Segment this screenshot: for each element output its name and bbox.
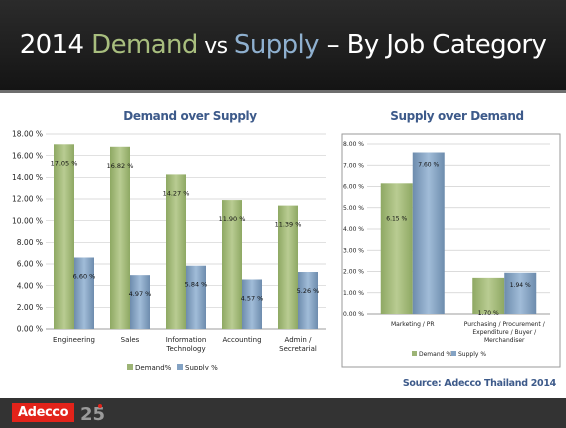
- y-tick-label: 4.00 %: [343, 226, 364, 233]
- data-label: 17.05 %: [51, 159, 78, 167]
- x-tick-label: Accounting: [222, 336, 261, 344]
- demand-bar: [472, 277, 505, 314]
- x-tick-label: Purchasing / Procurement /: [464, 321, 546, 328]
- demand-bar: [110, 146, 130, 329]
- legend-swatch: [451, 351, 456, 356]
- demand-bar: [278, 205, 298, 329]
- supply-bar: [242, 279, 262, 329]
- demand-bar: [380, 183, 413, 314]
- legend-label: Supply %: [458, 351, 486, 358]
- header-bar: 2014 Demand vs Supply – By Job Category: [0, 0, 566, 90]
- data-label: 1.70 %: [478, 310, 499, 317]
- y-tick-label: 6.00 %: [343, 184, 364, 191]
- title-prefix: 2014: [19, 30, 92, 60]
- y-tick-label: 8.00 %: [17, 238, 43, 247]
- legend-swatch: [127, 364, 133, 370]
- title-vs: vs: [197, 34, 234, 59]
- x-tick-label: Expenditure / Buyer /: [472, 329, 537, 336]
- data-label: 6.60 %: [73, 273, 96, 281]
- x-tick-label: Secretarial: [279, 345, 317, 353]
- chart-title: Demand over Supply: [123, 109, 257, 123]
- supply-bar: [186, 265, 206, 329]
- supply-bar: [504, 272, 537, 314]
- source-note: Source: Adecco Thailand 2014: [402, 378, 556, 389]
- y-tick-label: 5.00 %: [343, 205, 364, 212]
- chart-title: Supply over Demand: [390, 109, 523, 123]
- legend-label: Demand %: [419, 351, 452, 358]
- title-suffix: – By Job Category: [318, 30, 547, 60]
- title-demand: Demand: [91, 30, 198, 60]
- demand-bar: [222, 200, 242, 329]
- y-tick-label: 14.00 %: [12, 173, 43, 182]
- data-label: 14.27 %: [163, 189, 190, 197]
- data-label: 1.94 %: [510, 282, 531, 289]
- y-tick-label: 0.00 %: [343, 311, 364, 318]
- y-tick-label: 0.00 %: [17, 325, 43, 334]
- x-tick-label: Sales: [121, 336, 140, 344]
- demand-over-supply-chart: Demand over Supply 0.00 % 2.00 % 4.00 % 6.00…: [12, 109, 326, 370]
- y-tick-label: 18.00 %: [12, 130, 43, 139]
- data-label: 6.15 %: [386, 215, 407, 222]
- supply-bar: [298, 272, 318, 329]
- supply-over-demand-chart: Supply over Demand 0.00 % 1.00 % 2.00 % 3.00…: [341, 109, 561, 368]
- data-label: 11.90 %: [219, 215, 246, 223]
- y-tick-label: 12.00 %: [12, 195, 43, 204]
- y-tick-label: 10.00 %: [12, 216, 43, 225]
- y-tick-label: 7.00 %: [343, 162, 364, 169]
- legend-label: Demand%: [135, 364, 172, 370]
- data-label: 5.26 %: [297, 287, 320, 295]
- legend-swatch: [412, 351, 417, 356]
- slide-title: 2014 Demand vs Supply – By Job Category: [0, 30, 566, 60]
- anniversary-badge-icon: 25: [80, 404, 104, 425]
- anniversary-number: 25: [80, 404, 104, 425]
- y-tick-label: 16.00 %: [12, 151, 43, 160]
- supply-bar: [412, 152, 445, 314]
- chart-frame: [341, 133, 561, 368]
- data-label: 4.97 %: [129, 290, 152, 298]
- x-tick-label: Information: [166, 336, 207, 344]
- y-tick-label: 6.00 %: [17, 260, 43, 269]
- x-tick-label: Technology: [165, 345, 205, 353]
- y-tick-label: 4.00 %: [17, 281, 43, 290]
- data-label: 7.60 %: [418, 162, 439, 169]
- y-tick-label: 2.00 %: [17, 303, 43, 312]
- y-tick-label: 3.00 %: [343, 247, 364, 254]
- footer-bar: Adecco 25: [0, 398, 566, 428]
- supply-bar: [130, 275, 150, 329]
- data-label: 5.84 %: [185, 281, 208, 289]
- x-tick-label: Admin /: [285, 336, 313, 344]
- data-label: 11.39 %: [275, 221, 302, 229]
- demand-bar: [166, 174, 186, 329]
- legend-swatch: [177, 364, 183, 370]
- x-tick-label: Merchandiser: [484, 337, 525, 344]
- header-divider: [0, 90, 566, 93]
- data-label: 16.82 %: [107, 162, 134, 170]
- x-tick-label: Marketing / PR: [391, 321, 435, 328]
- supply-bar: [74, 257, 94, 329]
- data-label: 4.57 %: [241, 294, 264, 302]
- x-tick-label: Engineering: [53, 336, 95, 344]
- legend-label: Supply %: [185, 364, 218, 370]
- y-tick-label: 8.00 %: [343, 141, 364, 148]
- y-tick-label: 2.00 %: [343, 269, 364, 276]
- adecco-logo: Adecco: [12, 403, 75, 422]
- y-tick-label: 1.00 %: [343, 290, 364, 297]
- title-supply: Supply: [233, 30, 320, 60]
- demand-bar: [54, 144, 74, 329]
